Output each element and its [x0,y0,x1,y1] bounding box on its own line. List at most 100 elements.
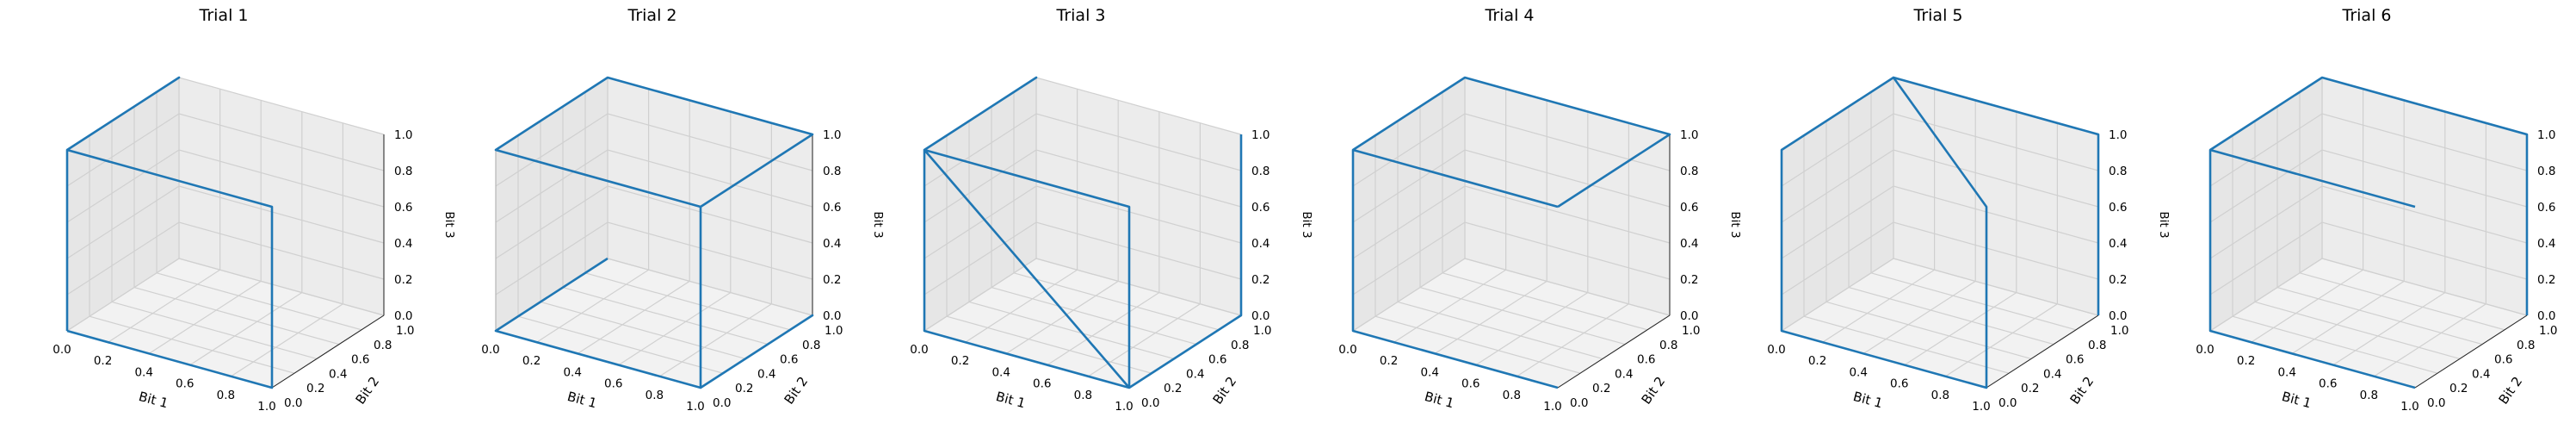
y-tick-label: 0.2 [2021,382,2039,395]
y-tick-label: 1.0 [1682,324,1700,338]
trajectory-line [923,76,1243,389]
x-tick-label: 0.0 [2196,343,2214,357]
z-tick-label: 1.0 [1680,128,1698,142]
x-tick-label: 0.6 [1461,377,1480,391]
z-tick-label: 0.8 [823,165,841,178]
trajectory-line [494,76,814,389]
z-tick-label: 0.2 [1680,273,1698,287]
z-axis-label: Bit 3 [442,211,456,238]
z-tick-label: 0.2 [823,273,841,287]
grid-line-y-floor [2276,287,2483,346]
pane-back [1893,78,2098,315]
y-tick-label: 0.6 [2066,353,2084,367]
x-tick-label: 0.0 [1338,343,1356,357]
subplot-title: Trial 1 [199,6,249,25]
axis-line-bit2 [271,314,385,389]
grid-line-y-floor [133,287,340,346]
x-tick-label: 0.8 [217,389,235,402]
y-tick-label: 0.2 [1592,382,1610,395]
z-tick-label: 1.0 [823,128,841,142]
x-axis-label: Bit 1 [1423,389,1455,411]
x-tick-label: 0.2 [2237,354,2255,368]
z-tick-label: 0.4 [2109,237,2127,251]
grid-line-y-floor [89,315,295,374]
subplot-title: Trial 2 [627,6,677,25]
y-tick-label: 0.2 [2449,382,2468,395]
z-tick-label: 0.6 [2109,201,2127,215]
grid-line-y-floor [562,287,769,346]
y-axis-label: Bit 2 [1639,374,1669,408]
y-tick-label: 1.0 [2110,324,2128,338]
y-tick-label: 0.8 [1659,339,1677,352]
y-tick-label: 0.4 [1186,367,1204,381]
x-tick-label: 0.6 [1890,377,1908,391]
z-axis-label: Bit 3 [1300,211,1313,238]
grid-line-y-floor [1464,258,1671,316]
z-tick-label: 0.6 [1251,201,1269,215]
x-tick-label: 1.0 [1972,400,1990,414]
z-tick-label: 1.0 [1251,128,1269,142]
pane-back [608,78,812,315]
grid-line-y-floor [156,272,362,331]
subplot-3: 0.0 0.0 0.0 0.2 0.2 0.2 0.4 0.4 0.4 0.6 0.6 0.6 0.8 0… [910,6,1313,414]
y-axis-label: Bit 2 [2067,374,2097,408]
z-tick-label: 0.0 [823,309,841,323]
z-tick-label: 0.4 [2537,237,2555,251]
x-axis-label: Bit 1 [994,389,1027,411]
z-tick-label: 0.0 [2537,309,2555,323]
x-tick-label: 0.0 [910,343,928,357]
pane-back [1465,78,1670,315]
x-tick-label: 0.2 [1808,354,1826,368]
y-tick-label: 0.4 [2043,367,2061,381]
x-tick-label: 0.4 [1849,365,1867,379]
x-tick-label: 1.0 [1543,400,1561,414]
z-tick-label: 1.0 [2109,128,2127,142]
x-axis-label: Bit 1 [1851,389,1884,411]
grid-line-y-floor [584,272,791,331]
x-tick-label: 0.8 [1931,389,1949,402]
x-tick-label: 0.2 [951,354,969,368]
grid-line-y-floor [1893,258,2099,316]
y-tick-label: 0.8 [802,339,820,352]
pane-left [1353,78,1465,331]
subplot-1: 0.0 0.0 0.0 0.2 0.2 0.2 0.4 0.4 0.4 0.6 0.6 0.6 0.8 0… [53,6,456,414]
y-tick-label: 1.0 [825,324,843,338]
z-tick-label: 0.0 [1251,309,1269,323]
grid-line-y-floor [2254,301,2461,359]
x-axis-label: Bit 1 [2280,389,2313,411]
x-tick-label: 1.0 [686,400,704,414]
x-tick-label: 0.8 [1074,389,1092,402]
z-axis-label: Bit 3 [871,211,885,238]
x-tick-label: 0.4 [1420,365,1438,379]
z-tick-label: 0.4 [823,237,841,251]
y-axis-label: Bit 2 [2496,374,2526,408]
grid-line-y-floor [946,315,1152,374]
x-axis-label: Bit 1 [137,389,170,411]
z-tick-label: 1.0 [2537,128,2555,142]
grid-line-y-floor [1870,272,2077,331]
trajectory-line [65,76,274,389]
z-tick-label: 0.4 [1251,237,1269,251]
grid-line-y-floor [111,301,318,359]
y-tick-label: 0.8 [2088,339,2106,352]
x-tick-label: 0.8 [1503,389,1521,402]
grid-line-y-floor [1035,258,1242,316]
z-tick-label: 0.2 [1251,273,1269,287]
x-axis-label: Bit 1 [565,389,598,411]
y-tick-label: 0.6 [351,353,369,367]
axis-line-bit2 [2414,314,2528,389]
grid-line-y-floor [178,258,385,316]
y-tick-label: 0.0 [2427,396,2445,410]
y-tick-label: 0.6 [780,353,798,367]
z-tick-label: 0.0 [394,309,412,323]
y-tick-label: 1.0 [1253,324,1271,338]
z-tick-label: 0.6 [823,201,841,215]
x-tick-label: 0.0 [1767,343,1785,357]
pane-left [2210,78,2322,331]
y-tick-label: 0.6 [2494,353,2512,367]
subplot-title: Trial 6 [2342,6,2392,25]
y-tick-label: 0.2 [306,382,324,395]
y-tick-label: 0.0 [713,396,731,410]
x-tick-label: 0.0 [53,343,71,357]
